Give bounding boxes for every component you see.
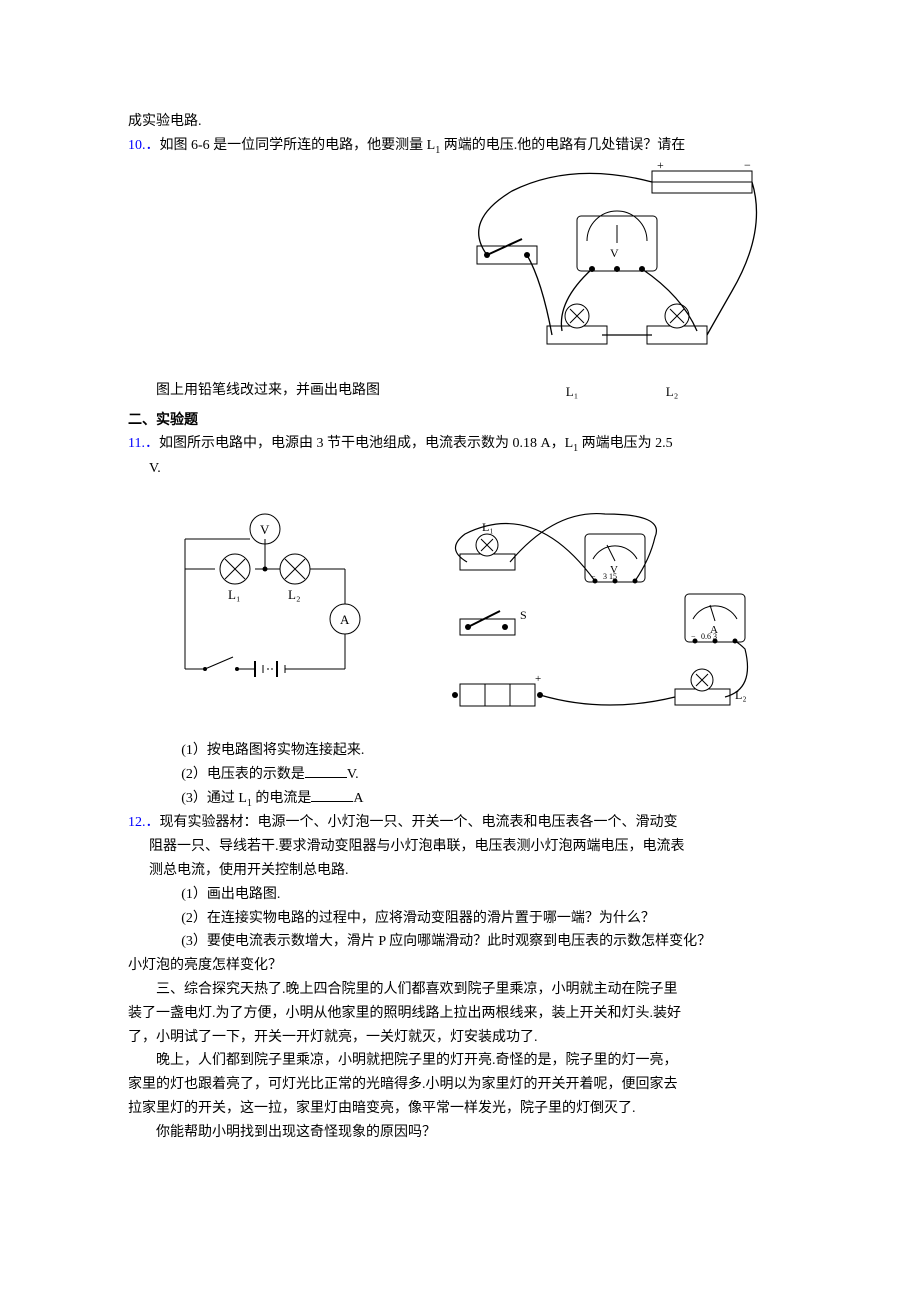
question-10: 10.．如图 6-6 是一位同学所连的电路，他要测量 L1 两端的电压.他的电路… [128,134,792,159]
q12-part2: (2）在连接实物电路的过程中，应将滑动变阻器的滑片置于哪一端？为什么？ [128,907,792,931]
q11-part1: (1）按电路图将实物连接起来. [128,739,792,763]
q11-text-c: V. [128,457,792,481]
q12-line1: 现有实验器材：电源一个、小灯泡一只、开关一个、电流表和电压表各一个、滑动变 [160,815,678,830]
svg-text:V: V [610,246,619,260]
svg-text:A: A [340,612,350,627]
story-line-7: 你能帮助小明找到出现这奇怪现象的原因吗？ [128,1121,792,1145]
q10-circuit-svg: + − V [452,161,772,381]
story-line-3: 了，小明试了一下，开关一开灯就亮，一关灯就灭，灯安装成功了. [128,1026,792,1050]
q11-physical-svg: L₁ S + V − 3 15 [405,499,765,729]
section-2-title: 二、实验题 [128,409,792,433]
q12-part1: (1）画出电路图. [128,883,792,907]
q12-line3: 测总电流，使用开关控制总电路. [128,859,792,883]
story-line-2: 装了一盏电灯.为了方便，小明从他家里的照明线路上拉出两根线来，装上开关和灯头.装… [128,1002,792,1026]
q11-part2: (2）电压表的示数是 V. [128,763,792,787]
q12-part3b: 小灯泡的亮度怎样变化？ [128,954,792,978]
q10-text-b: 两端的电压.他的电路有几处错误？请在 [440,138,685,153]
page-content: 成实验电路. 10.．如图 6-6 是一位同学所连的电路，他要测量 L1 两端的… [0,0,920,1225]
svg-text:L₂: L₂ [735,688,747,702]
q11-p2b: V. [347,767,359,782]
svg-text:L₁: L₁ [228,587,240,602]
story-line-4: 晚上，人们都到院子里乘凉，小明就把院子里的灯开亮.奇怪的是，院子里的灯一亮， [128,1049,792,1073]
q10-label-l1: L₁ [566,381,578,403]
svg-text:+: + [657,161,664,172]
svg-text:+: + [535,673,541,685]
q11-p3c: A [353,791,363,806]
question-11: 11.．如图所示电路中，电源由 3 节干电池组成，电流表示数为 0.18 A，L… [128,432,792,457]
q10-figure: + − V [452,161,792,403]
continuation-line: 成实验电路. [128,110,792,134]
svg-text:S: S [520,608,527,622]
svg-text:L₂: L₂ [288,587,300,602]
question-12: 12.．现有实验器材：电源一个、小灯泡一只、开关一个、电流表和电压表各一个、滑动… [128,811,792,835]
q10-label-l2: L₂ [666,381,678,403]
q11-p3b: 的电流是 [252,791,312,806]
q11-text-a: 如图所示电路中，电源由 3 节干电池组成，电流表示数为 0.18 A，L [159,436,573,451]
q11-p2a: (2）电压表的示数是 [181,767,305,782]
story-line-6: 拉家里灯的开关，这一拉，家里灯由暗变亮，像平常一样发光，院子里的灯倒灭了. [128,1097,792,1121]
blank-voltmeter [305,763,347,778]
q12-line2: 阻器一只、导线若干.要求滑动变阻器与小灯泡串联，电压表测小灯泡两端电压，电流表 [128,835,792,859]
q10-figure-row: 图上用铅笔线改过来，并画出电路图 + − V [128,161,792,403]
q11-schematic-svg: L₁ L₂ V A [155,499,375,699]
blank-current [311,787,353,802]
q10-fig-labels: L₁ L₂ [452,381,792,403]
q11-p3a: (3）通过 L [181,791,247,806]
q11-figures: L₁ L₂ V A L₁ [128,499,792,729]
q11-text-b: 两端电压为 2.5 [578,436,673,451]
q10-bottom-line: 图上用铅笔线改过来，并画出电路图 [128,379,452,403]
q12-part3: (3）要使电流表示数增大，滑片 P 应向哪端滑动？此时观察到电压表的示数怎样变化… [128,930,792,954]
svg-text:V: V [260,522,270,537]
q11-part3: (3）通过 L1 的电流是A [128,787,792,812]
svg-text:−: − [744,161,751,172]
story-line-5: 家里的灯也跟着亮了，可灯光比正常的光暗得多.小明以为家里灯的开关开着呢，便回家去 [128,1073,792,1097]
q10-number: 10.． [128,138,160,153]
q10-bottom-text: 图上用铅笔线改过来，并画出电路图 [128,379,380,403]
section-2-text: 二、实验题 [128,413,198,428]
story-line-1: 三、综合探究天热了.晚上四合院里的人们都喜欢到院子里乘凉，小明就主动在院子里 [128,978,792,1002]
q10-text-a: 如图 6-6 是一位同学所连的电路，他要测量 L [160,138,436,153]
q11-number: 11.． [128,436,159,451]
q12-number: 12.． [128,815,160,830]
